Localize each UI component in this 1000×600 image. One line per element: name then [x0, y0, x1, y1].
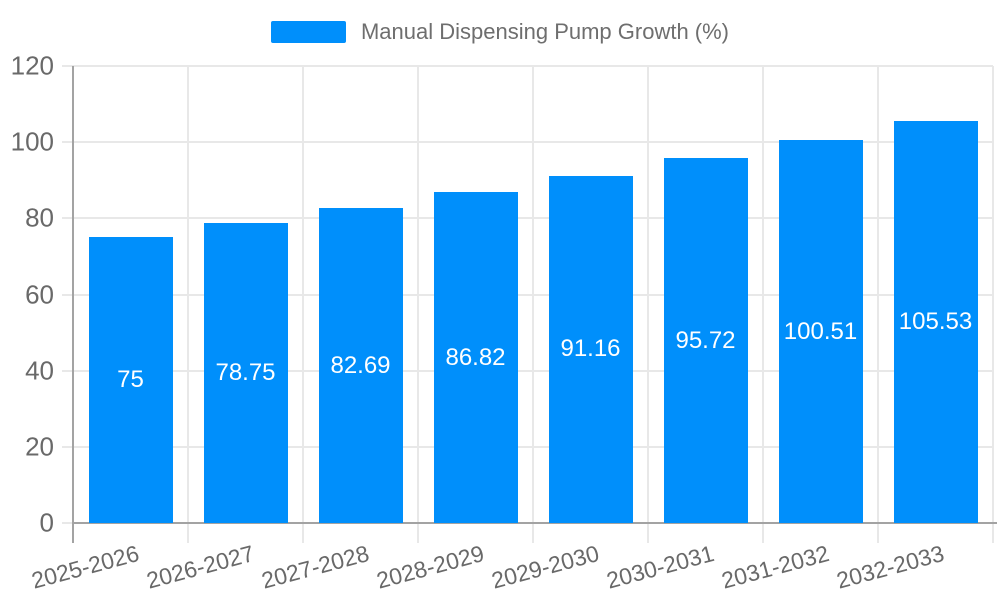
bar-value-label: 82.69 [330, 351, 391, 379]
x-gridline [877, 66, 879, 523]
y-gridline [62, 293, 993, 296]
x-axis-category-label: 2029-2030 [488, 540, 602, 594]
y-gridline [62, 141, 993, 144]
bar-2032-2033[interactable]: 105.53 [893, 121, 978, 523]
x-axis-category-label: 2025-2026 [28, 540, 142, 594]
bar-value-label: 100.51 [783, 317, 858, 345]
y-axis-tick-label: 100 [10, 126, 54, 157]
x-axis-category-label: 2027-2028 [258, 540, 372, 594]
bar-2031-2032[interactable]: 100.51 [778, 140, 863, 523]
bar-2030-2031[interactable]: 95.72 [663, 158, 748, 523]
y-axis-tick-label: 0 [39, 507, 54, 538]
y-gridline [62, 369, 993, 372]
x-axis-category-label: 2032-2033 [833, 540, 947, 594]
y-axis-tick-label: 40 [25, 355, 54, 386]
y-axis-tick-label: 80 [25, 202, 54, 233]
bar-value-label: 95.72 [675, 326, 736, 354]
bar-value-label: 75 [117, 366, 144, 394]
x-axis-category-label: 2026-2027 [143, 540, 257, 594]
x-axis-tick [302, 523, 304, 543]
bar-value-label: 105.53 [898, 308, 973, 336]
x-gridline [762, 66, 764, 523]
x-axis-tick [187, 523, 189, 543]
x-axis-tick [647, 523, 649, 543]
x-axis-category-label: 2028-2029 [373, 540, 487, 594]
x-gridline [302, 66, 304, 523]
x-gridline [417, 66, 419, 523]
x-axis-tick [992, 523, 994, 543]
bar-2028-2029[interactable]: 86.82 [433, 192, 518, 523]
x-axis-tick [762, 523, 764, 543]
legend-swatch [270, 21, 346, 43]
x-axis-tick [877, 523, 879, 543]
bar-value-label: 86.82 [445, 343, 506, 371]
bar-value-label: 91.16 [560, 335, 621, 363]
y-gridline [62, 217, 993, 220]
bar-2026-2027[interactable]: 78.75 [203, 223, 288, 523]
x-gridline [992, 66, 994, 523]
y-axis-tick-label: 20 [25, 431, 54, 462]
x-gridline [532, 66, 534, 523]
bar-2027-2028[interactable]: 82.69 [318, 208, 403, 523]
x-axis-tick [417, 523, 419, 543]
bar-2029-2030[interactable]: 91.16 [548, 175, 633, 523]
x-axis-line [72, 522, 997, 524]
x-axis-category-label: 2030-2031 [603, 540, 717, 594]
y-axis-tick-label: 60 [25, 279, 54, 309]
x-gridline [187, 66, 189, 523]
x-gridline [647, 66, 649, 523]
bar-2025-2026[interactable]: 75 [88, 237, 173, 523]
bar-value-label: 78.75 [215, 359, 276, 387]
legend[interactable]: Manual Dispensing Pump Growth (%) [0, 20, 1000, 44]
y-axis-line [72, 66, 74, 543]
y-axis-tick-label: 120 [10, 50, 54, 81]
y-gridline [62, 445, 993, 448]
x-axis-tick [532, 523, 534, 543]
legend-label: Manual Dispensing Pump Growth (%) [360, 19, 730, 44]
x-axis-category-label: 2031-2032 [718, 540, 832, 594]
y-gridline [62, 65, 993, 67]
